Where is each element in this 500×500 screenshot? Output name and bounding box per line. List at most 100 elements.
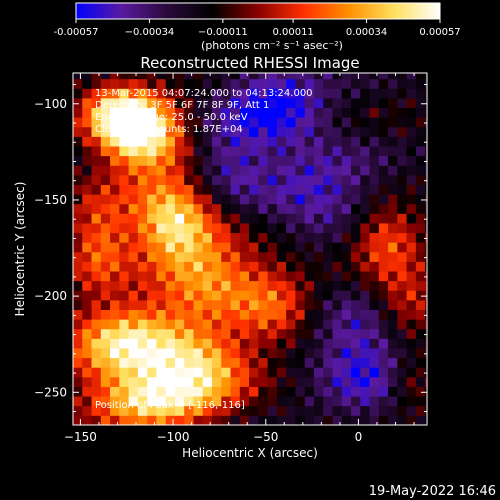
heatmap-cell [147,328,157,339]
heatmap-cell [128,348,139,359]
heatmap-cell [137,78,148,89]
heatmap-cell [73,73,83,80]
heatmap-cell [147,98,157,109]
heatmap-cell [230,386,241,397]
heatmap-cell [332,309,343,320]
heatmap-cell [110,319,120,330]
heatmap-cell [267,309,278,320]
heatmap-cell [397,242,408,253]
heatmap-cell [73,107,83,118]
heatmap-cell [360,290,370,301]
heatmap-cell [258,78,269,89]
heatmap-cell [110,338,120,349]
heatmap-cell [406,280,417,291]
heatmap-cell [202,73,213,80]
heatmap-cell [425,98,427,109]
heatmap-cell [406,165,417,176]
heatmap-cell [91,146,102,157]
heatmap-cell [388,232,398,243]
heatmap-cell [193,78,204,89]
heatmap-cell [249,184,259,195]
heatmap-cell [369,98,380,109]
heatmap-cell [249,338,259,349]
heatmap-cell [304,309,315,320]
heatmap-cell [230,223,241,234]
heatmap-cell [267,396,278,407]
heatmap-cell [110,232,120,243]
heatmap-cell [249,290,259,301]
heatmap-cell [360,242,370,253]
heatmap-cell [202,309,213,320]
heatmap-cell [304,194,315,205]
heatmap-cell [397,107,408,118]
heatmap-cell [165,98,176,109]
heatmap-cell [313,415,324,425]
heatmap-cell [323,107,333,118]
heatmap-cell [165,338,176,349]
heatmap-cell [323,174,333,185]
heatmap-cell [341,367,352,378]
heatmap-cell [73,165,83,176]
heatmap-cell [258,328,269,339]
heatmap-cell [230,88,241,99]
heatmap-cell [267,348,278,359]
heatmap-cell [351,73,361,80]
heatmap-cell [267,73,278,80]
heatmap-cell [425,299,427,310]
heatmap-cell [388,261,398,272]
heatmap-cell [388,213,398,224]
heatmap-cell [415,223,426,234]
heatmap-cell [174,117,185,128]
heatmap-cell [304,376,315,387]
heatmap-cell [91,348,102,359]
heatmap-cell [239,174,250,185]
heatmap-cell [100,78,111,89]
heatmap-cell [360,280,370,291]
heatmap-cell [137,98,148,109]
heatmap-cell [239,213,250,224]
heatmap-cell [313,309,324,320]
heatmap-cell [267,367,278,378]
heatmap-cell [369,117,380,128]
heatmap-cell [351,338,361,349]
heatmap-cell [415,203,426,214]
heatmap-cell [184,165,194,176]
heatmap-cell [360,405,370,416]
heatmap-cell [397,299,408,310]
heatmap-cell [304,184,315,195]
heatmap-cell [304,155,315,166]
heatmap-cell [174,386,185,397]
heatmap-cell [425,348,427,359]
heatmap-cell [73,367,83,378]
heatmap-cell [258,107,269,118]
heatmap-cell [165,328,176,339]
heatmap-cell [212,165,222,176]
heatmap-cell [267,271,278,282]
heatmap-cell [369,299,380,310]
heatmap-cell [184,126,194,137]
heatmap-cell [369,415,380,425]
heatmap-cell [286,78,296,89]
heatmap-cell [341,299,352,310]
heatmap-cell [212,232,222,243]
heatmap-cell [415,367,426,378]
heatmap-cell [147,174,157,185]
heatmap-cell [239,376,250,387]
annotations: 13-Mar-2015 04:07:24.000 to 04:13:24.000… [95,88,313,411]
heatmap-cell [165,415,176,425]
heatmap-cell [313,174,324,185]
heatmap-cell [230,357,241,368]
heatmap-cell [174,396,185,407]
heatmap-cell [128,367,139,378]
heatmap-cell [202,338,213,349]
heatmap-cell [378,88,389,99]
heatmap-cell [249,309,259,320]
heatmap-cell [276,271,287,282]
heatmap-cell [313,290,324,301]
heatmap-cell [415,271,426,282]
heatmap-cell [239,232,250,243]
heatmap-cell [202,126,213,137]
heatmap-cell [267,280,278,291]
heatmap-cell [267,174,278,185]
heatmap-cell [415,78,426,89]
